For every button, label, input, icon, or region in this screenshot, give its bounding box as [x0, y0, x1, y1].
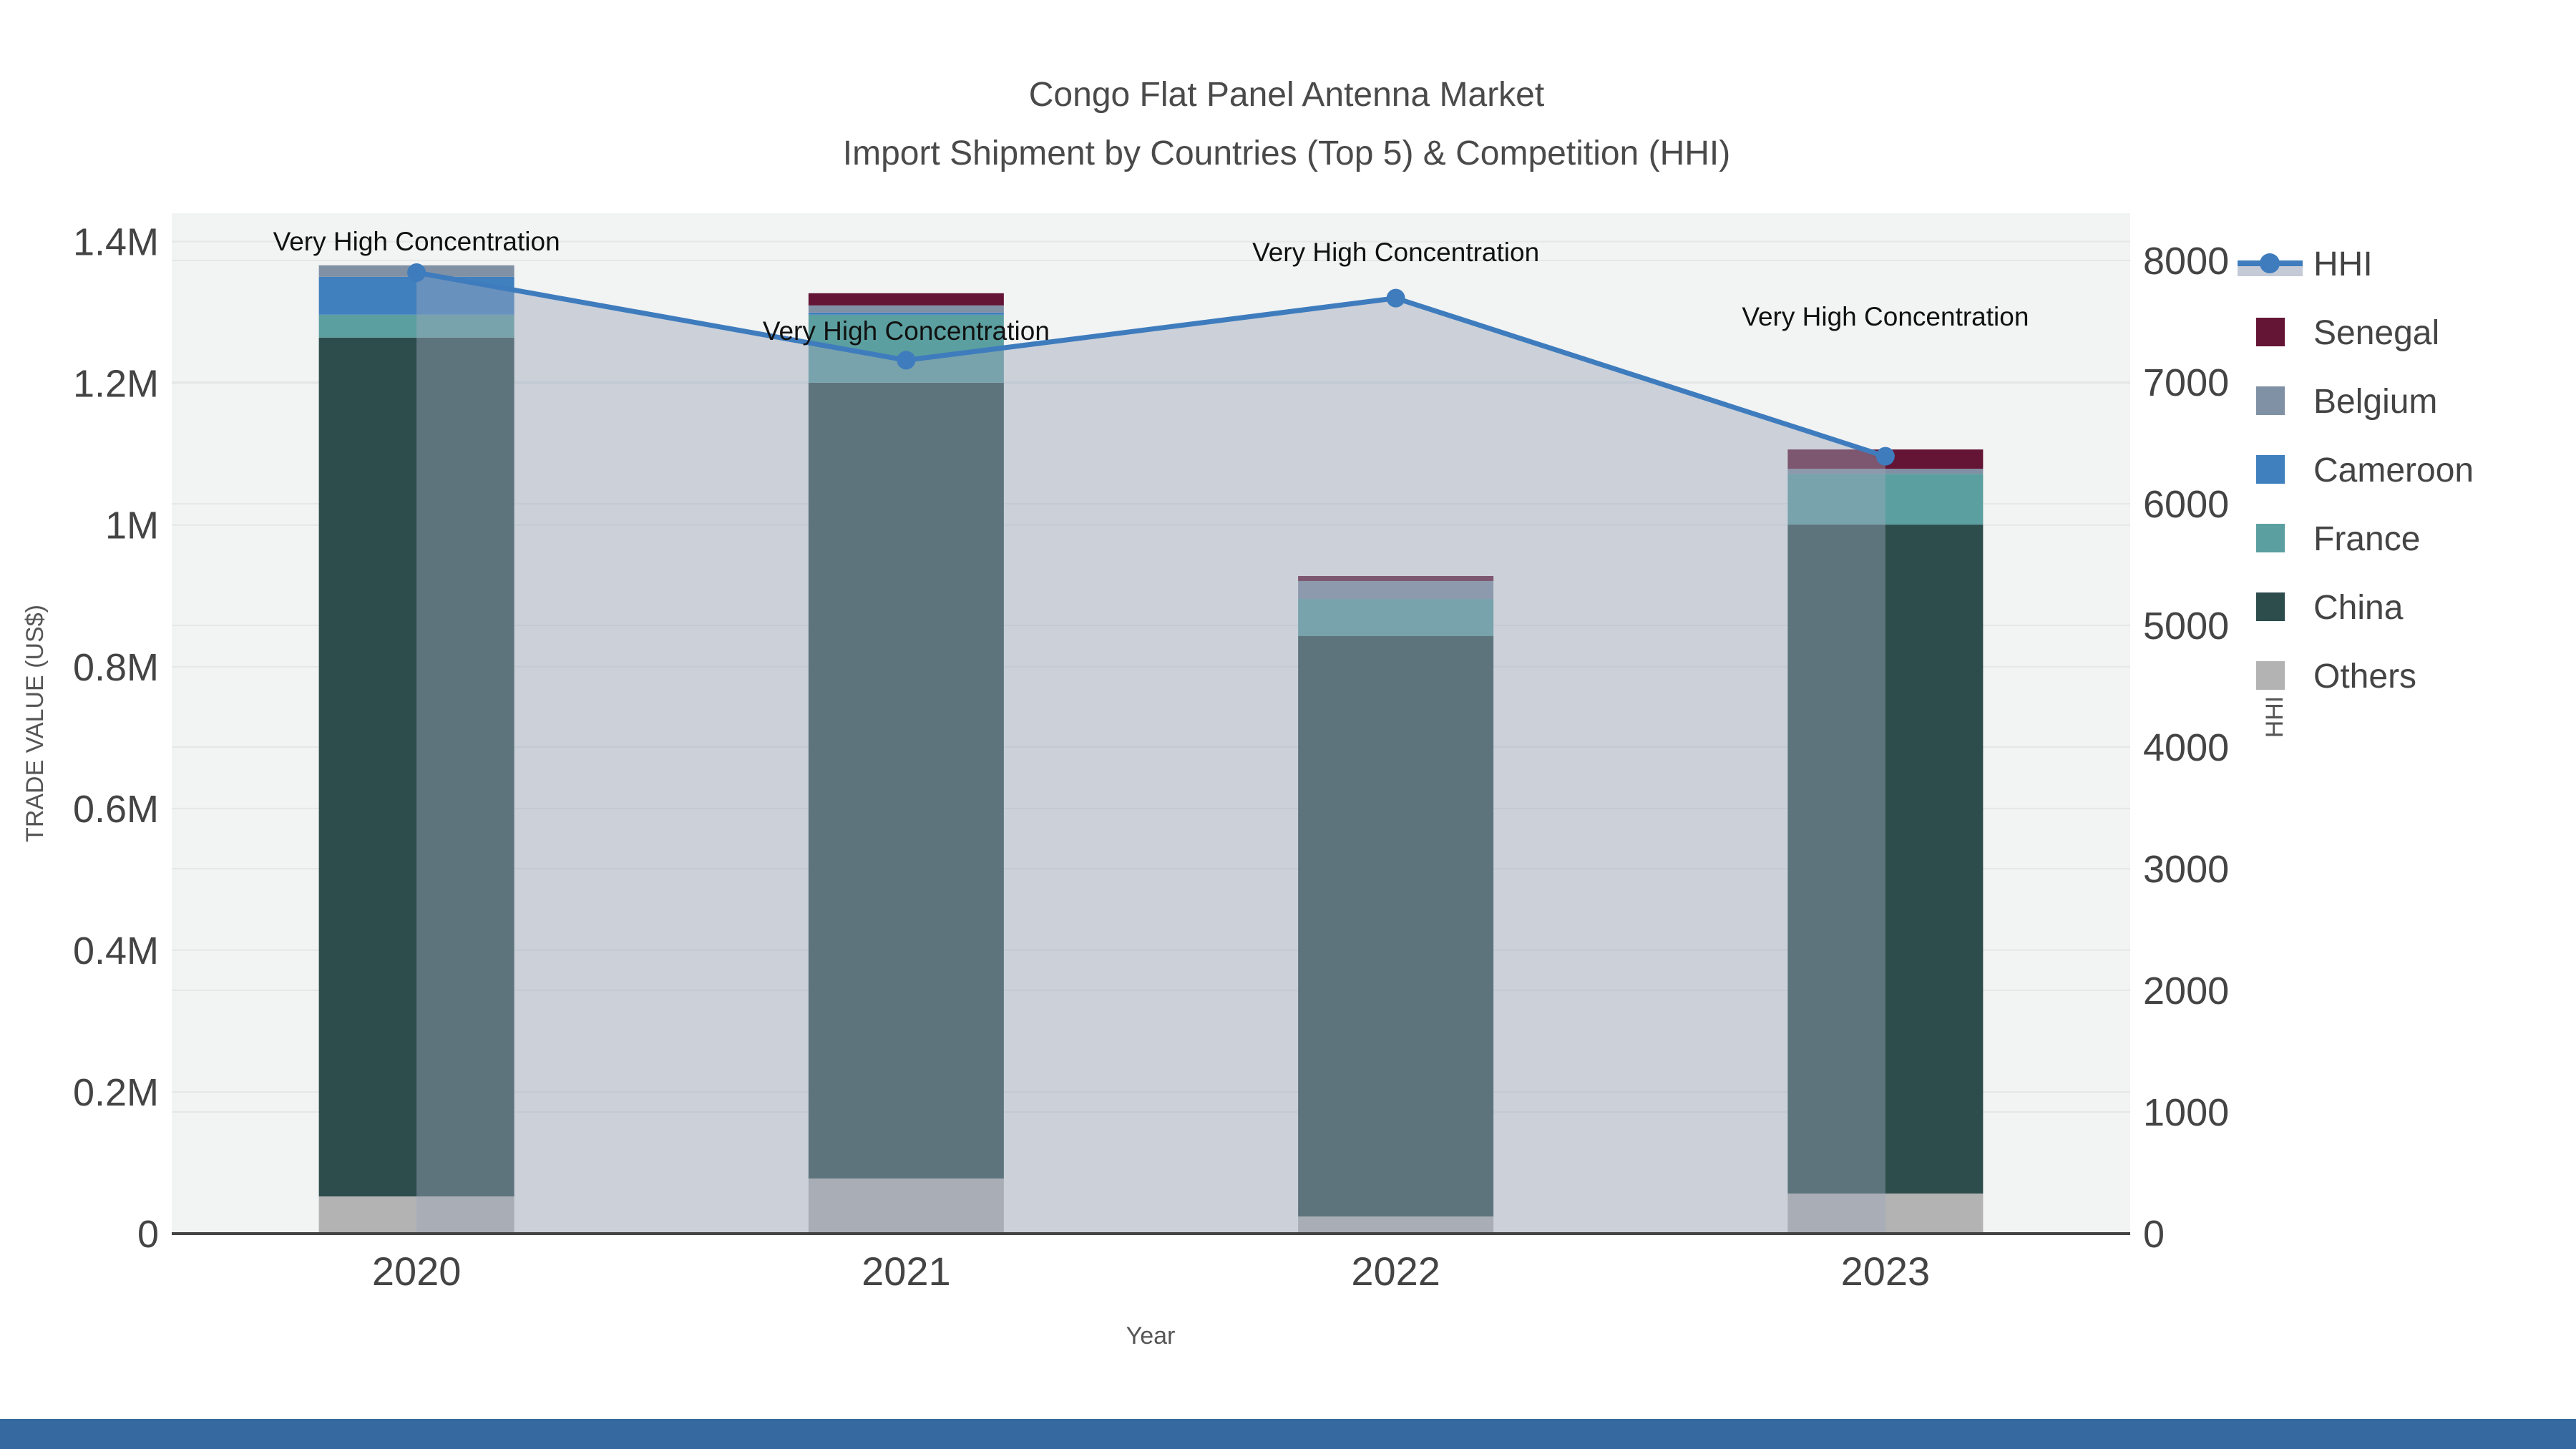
- xtick-2023: 2023: [1841, 1249, 1931, 1294]
- hhi-line-series: [407, 263, 1895, 1234]
- ytick-right-1000: 1000: [2143, 1091, 2229, 1134]
- legend-item-belgium[interactable]: Belgium: [2256, 383, 2437, 421]
- ytick-left-0: 0: [137, 1213, 159, 1256]
- legend-swatch-china: [2256, 592, 2285, 621]
- bar-segment-others-2023[interactable]: [1787, 1193, 1984, 1234]
- ytick-right-5000: 5000: [2143, 605, 2229, 648]
- x-axis-title: Year: [1126, 1322, 1176, 1350]
- bar-segment-china-2021[interactable]: [808, 382, 1004, 1179]
- legend-swatch-belgium: [2256, 386, 2285, 415]
- legend-item-france[interactable]: France: [2256, 520, 2420, 558]
- hhi-line: [416, 270, 1886, 459]
- xtick-2020: 2020: [372, 1249, 462, 1294]
- hhi-area-fill: [416, 272, 1885, 1234]
- bar-segment-france-2020[interactable]: [318, 314, 514, 338]
- ytick-left-1M: 1M: [105, 504, 159, 547]
- chart-title-line1: Congo Flat Panel Antenna Market: [1029, 76, 1544, 114]
- legend-label-cameroon: Cameroon: [2313, 452, 2474, 489]
- bar-segment-china-2020[interactable]: [318, 337, 514, 1197]
- legend-label-hhi: HHI: [2313, 245, 2373, 283]
- ytick-right-4000: 4000: [2143, 726, 2229, 769]
- x-axis-ticks: 2020 2021 2022 2023: [372, 1249, 1930, 1294]
- legend-item-hhi[interactable]: HHI: [2238, 245, 2373, 283]
- xtick-2021: 2021: [862, 1249, 951, 1294]
- annotations: Very High Concentration Very High Concent…: [273, 227, 2029, 346]
- bar-segment-belgium-2023[interactable]: [1787, 469, 1984, 474]
- xtick-2022: 2022: [1351, 1249, 1440, 1294]
- y-axis-left-ticks: 0 0.2M 0.4M 0.6M 0.8M 1M 1.2M 1.4M: [73, 221, 159, 1256]
- ytick-right-3000: 3000: [2143, 848, 2229, 891]
- ytick-right-7000: 7000: [2143, 361, 2229, 404]
- bar-segment-others-2020[interactable]: [318, 1196, 514, 1234]
- annotation-2021: Very High Concentration: [763, 316, 1050, 346]
- ytick-right-6000: 6000: [2143, 483, 2229, 526]
- hhi-marker-2020[interactable]: [407, 263, 426, 282]
- bar-segment-senegal-2022[interactable]: [1298, 576, 1494, 581]
- bar-segment-france-2022[interactable]: [1298, 599, 1494, 636]
- bar-segment-cameroon-2021[interactable]: [808, 312, 1004, 315]
- legend-label-france: France: [2313, 520, 2420, 558]
- footer-band: [0, 1419, 2576, 1449]
- annotation-2022: Very High Concentration: [1252, 238, 1539, 267]
- y-axis-right-title: HHI: [2261, 696, 2288, 738]
- ytick-right-2000: 2000: [2143, 970, 2229, 1013]
- stacked-bars: [318, 265, 1984, 1234]
- legend-item-others[interactable]: Others: [2256, 658, 2416, 696]
- bar-segment-belgium-2021[interactable]: [808, 305, 1004, 313]
- legend-swatch-others: [2256, 661, 2285, 690]
- legend-label-others: Others: [2313, 658, 2416, 696]
- bar-segment-china-2022[interactable]: [1298, 635, 1494, 1217]
- chart-title-line2: Import Shipment by Countries (Top 5) & C…: [843, 135, 1730, 172]
- hhi-marker-2023[interactable]: [1875, 447, 1895, 466]
- bar-segment-senegal-2021[interactable]: [808, 293, 1004, 306]
- legend-item-cameroon[interactable]: Cameroon: [2256, 452, 2474, 489]
- bar-segment-china-2023[interactable]: [1787, 525, 1984, 1194]
- ytick-right-0: 0: [2143, 1213, 2165, 1256]
- y-axis-left-title: TRADE VALUE (US$): [21, 605, 49, 842]
- legend-label-senegal: Senegal: [2313, 314, 2439, 352]
- bar-segment-france-2023[interactable]: [1787, 474, 1984, 525]
- legend-label-belgium: Belgium: [2313, 383, 2437, 421]
- legend-hhi-marker-icon: [2260, 253, 2280, 273]
- hhi-marker-2021[interactable]: [897, 351, 916, 370]
- ytick-right-8000: 8000: [2143, 240, 2229, 283]
- legend-swatch-senegal: [2256, 318, 2285, 346]
- legend-item-china[interactable]: China: [2256, 589, 2404, 627]
- bar-segment-others-2022[interactable]: [1298, 1216, 1494, 1234]
- ytick-left-0.2M: 0.2M: [73, 1071, 159, 1114]
- legend: HHI Senegal Belgium Cameroon France China Othe…: [2238, 245, 2474, 696]
- ytick-left-0.4M: 0.4M: [73, 930, 159, 972]
- ytick-left-0.8M: 0.8M: [73, 646, 159, 689]
- ytick-left-1.4M: 1.4M: [73, 221, 159, 264]
- ytick-left-1.2M: 1.2M: [73, 363, 159, 406]
- annotation-2023: Very High Concentration: [1742, 302, 2029, 331]
- hhi-marker-2022[interactable]: [1386, 288, 1405, 308]
- legend-swatch-cameroon: [2256, 455, 2285, 484]
- bar-segment-others-2021[interactable]: [808, 1178, 1004, 1234]
- legend-swatch-france: [2256, 524, 2285, 552]
- ytick-left-0.6M: 0.6M: [73, 788, 159, 831]
- legend-label-china: China: [2313, 589, 2404, 627]
- y-axis-right-ticks: 0 1000 2000 3000 4000 5000 6000 7000 8000: [2143, 240, 2229, 1256]
- annotation-2020: Very High Concentration: [273, 227, 560, 256]
- bar-segment-belgium-2022[interactable]: [1298, 580, 1494, 600]
- legend-item-senegal[interactable]: Senegal: [2256, 314, 2439, 352]
